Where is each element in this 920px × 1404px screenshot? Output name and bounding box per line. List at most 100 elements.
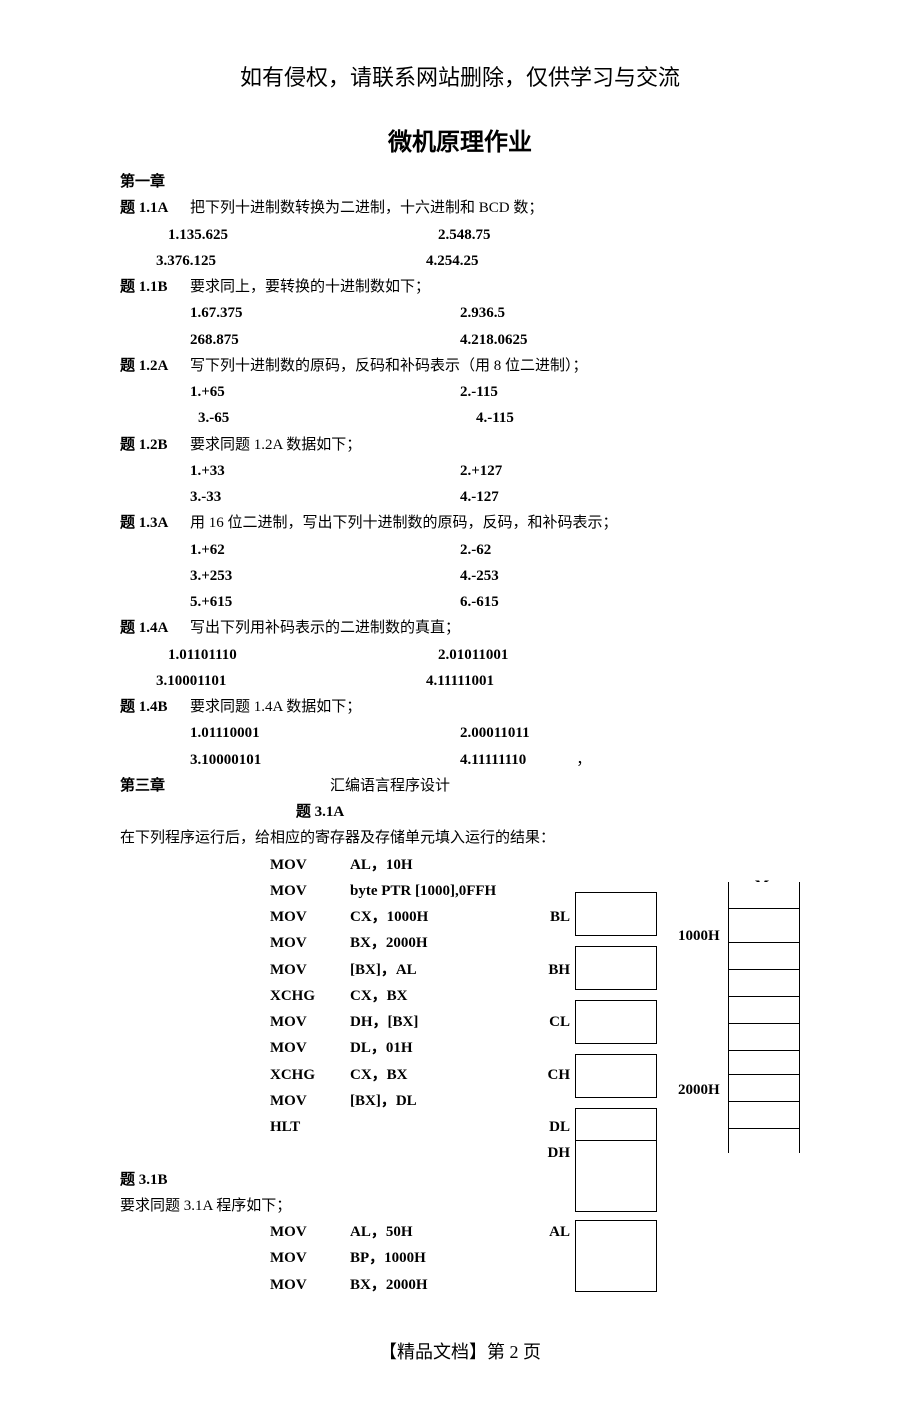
q-1-2b-item-1: 1.+33 [190,458,460,484]
code-line: XCHGCX，BXCH [120,1062,800,1088]
q-1-2b-label: 题 1.2B [120,432,190,458]
code-line: MOVBP，1000H [120,1245,800,1271]
mnemonic: MOV [120,852,350,878]
q-1-1b-label: 题 1.1B [120,274,190,300]
q-1-1a-text: 把下列十进制数转换为二进制，十六进制和 BCD 数； [190,200,543,216]
operand: CX，BX [350,983,530,1009]
mnemonic [120,1140,350,1166]
q-3-1b-text: 要求同题 3.1A 程序如下； [120,1193,800,1219]
mnemonic: MOV [120,930,350,956]
q-1-4a-item-4: 4.11111001 [426,668,494,694]
operand: DL，01H [350,1035,530,1061]
register-label: DH [530,1140,574,1166]
code-line: MOVBX，2000H [120,930,800,956]
q-1-2b-item-2: 2.+127 [460,458,502,484]
code-line: MOVCX，1000HBL [120,904,800,930]
q-1-4b-item-4: 4.11111110 [460,747,526,773]
register-label [530,1088,574,1114]
code-line: MOVBX，2000H [120,1272,800,1298]
operand: CX，1000H [350,904,530,930]
operand: BX，2000H [350,930,530,956]
q-1-4a-item-3: 3.10001101 [156,668,426,694]
code-line: MOVbyte PTR [1000],0FFH [120,878,800,904]
q-1-3a-item-5: 5.+615 [190,589,460,615]
code-line: MOV[BX]，DL [120,1088,800,1114]
q-1-2b-item-3: 3.-33 [190,484,460,510]
mnemonic: MOV [120,1009,350,1035]
mnemonic: MOV [120,1035,350,1061]
q-1-2a-item-1: 1.+65 [190,379,460,405]
code-line: DH [120,1140,800,1166]
code-line: MOVAL，10H [120,852,800,878]
q-1-4b-label: 题 1.4B [120,694,190,720]
register-label [530,983,574,1009]
register-label [530,878,574,904]
q-1-4b-item-2: 2.00011011 [460,720,530,746]
q-1-3a-label: 题 1.3A [120,510,190,536]
chapter-3-heading: 第三章 [120,773,270,799]
q-1-1a-item-1: 1.135.625 [168,222,438,248]
register-label: BH [530,957,574,983]
operand: [BX]，DL [350,1088,530,1114]
operand [350,1114,530,1140]
chapter-1-heading: 第一章 [120,169,800,195]
register-label: BL [530,904,574,930]
operand: CX，BX [350,1062,530,1088]
q-1-4b-item-1: 1.01110001 [190,720,460,746]
register-label: CL [530,1009,574,1035]
q-1-1a-label: 题 1.1A [120,195,190,221]
operand: AL，50H [350,1219,530,1245]
q-1-4b-text: 要求同题 1.4A 数据如下； [190,699,361,715]
q-3-1b-label: 题 3.1B [120,1167,800,1193]
q-1-1b-item-1: 1.67.375 [190,300,460,326]
q-1-3a-item-1: 1.+62 [190,537,460,563]
operand: [BX]，AL [350,957,530,983]
code-line: MOV[BX]，ALBH [120,957,800,983]
q-1-1b-item-4: 4.218.0625 [460,327,528,353]
operand [350,1140,530,1166]
register-label: DL [530,1114,574,1140]
mnemonic: XCHG [120,1062,350,1088]
q-1-4a-item-1: 1.01101110 [168,642,438,668]
q-1-3a-item-2: 2.-62 [460,537,491,563]
register-label [530,1245,574,1271]
mnemonic: MOV [120,957,350,983]
q-1-2b-item-4: 4.-127 [460,484,499,510]
q-1-3a-item-3: 3.+253 [190,563,460,589]
q-1-2a-item-2: 2.-115 [460,379,498,405]
q-1-4b-item-3: 3.10000101 [190,747,460,773]
q-1-1a-item-4: 4.254.25 [426,248,479,274]
mnemonic: MOV [120,1245,350,1271]
register-label [530,1272,574,1298]
mnemonic: MOV [120,878,350,904]
mnemonic: MOV [120,1088,350,1114]
code-line: MOVDL，01H [120,1035,800,1061]
q-1-3a-item-6: 6.-615 [460,589,499,615]
q-1-3a-item-4: 4.-253 [460,563,499,589]
q-1-3a-text: 用 16 位二进制，写出下列十进制数的原码，反码，和补码表示； [190,515,618,531]
operand: DH，[BX] [350,1009,530,1035]
q-1-1b-item-2: 2.936.5 [460,300,505,326]
mnemonic: MOV [120,904,350,930]
q-1-2a-label: 题 1.2A [120,353,190,379]
q-1-2a-text: 写下列十进制数的原码，反码和补码表示（用 8 位二进制）； [190,358,588,374]
operand: AL，10H [350,852,530,878]
register-label [530,852,574,878]
q-1-1a-item-2: 2.548.75 [438,222,491,248]
page-title: 微机原理作业 [120,122,800,157]
mnemonic: MOV [120,1219,350,1245]
mnemonic: HLT [120,1114,350,1140]
q-1-2b-text: 要求同题 1.2A 数据如下； [190,437,361,453]
q-1-4a-text: 写出下列用补码表示的二进制数的真直； [190,620,460,636]
q-1-1a-item-3: 3.376.125 [156,248,426,274]
code-line: HLT DL [120,1114,800,1140]
operand: BX，2000H [350,1272,530,1298]
register-label: AL [530,1219,574,1245]
q-3-1a-label: 题 3.1A [120,799,800,825]
q-1-1b-item-3: 268.875 [190,327,460,353]
code-and-registers-area: MOVAL，10HMOVbyte PTR [1000],0FFHMOVCX，10… [120,852,800,1298]
register-label [530,1035,574,1061]
register-label: CH [530,1062,574,1088]
operand: byte PTR [1000],0FFH [350,878,530,904]
q-1-4b-comma: ， [526,747,591,773]
